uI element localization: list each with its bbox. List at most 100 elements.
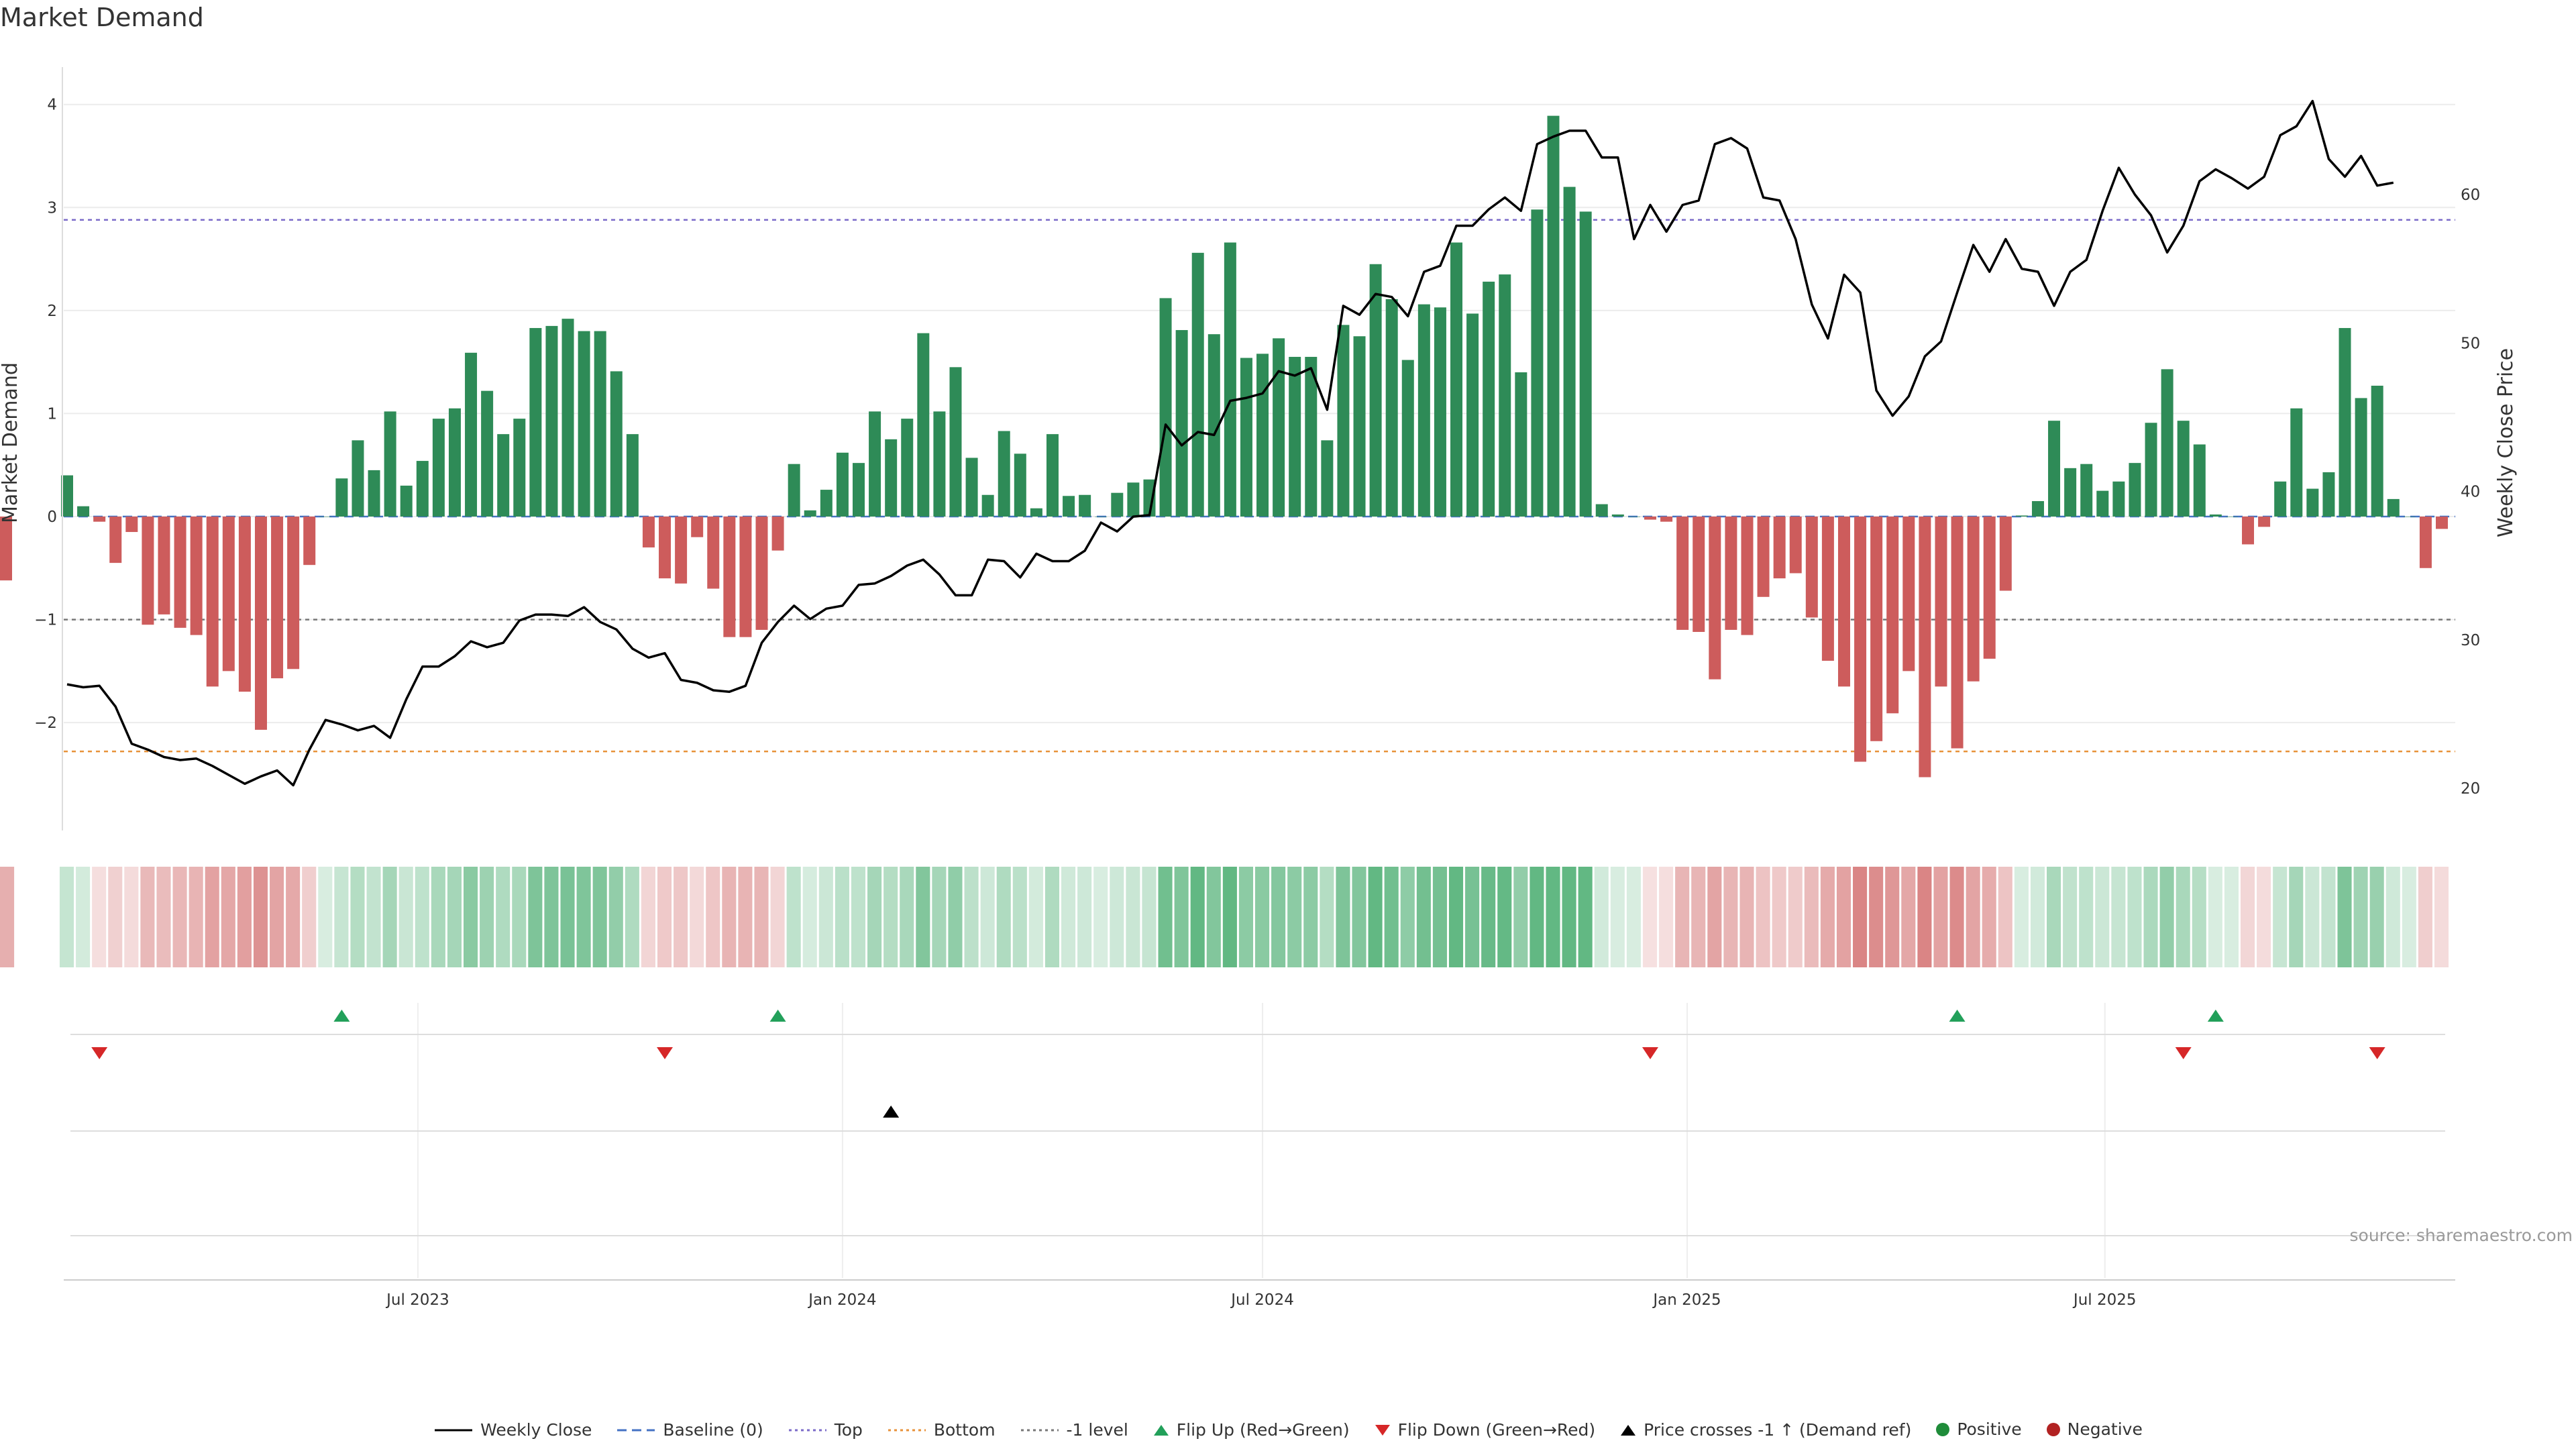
heat-cell <box>1626 867 1641 967</box>
demand-bar <box>1547 115 1560 517</box>
heat-cell <box>140 867 155 967</box>
heat-cell <box>1287 867 1302 967</box>
flip-down-marker <box>2369 1047 2385 1059</box>
triangle-up-icon <box>1621 1424 1636 1436</box>
heat-cell <box>738 867 753 967</box>
legend-label: Bottom <box>933 1420 996 1440</box>
y2-tick-label: 20 <box>2461 780 2480 798</box>
demand-bar <box>691 517 704 537</box>
heat-cell <box>221 867 235 967</box>
flip-down-marker <box>91 1047 108 1059</box>
heat-cell <box>286 867 301 967</box>
demand-bar <box>174 517 186 628</box>
demand-bar <box>1644 517 1656 520</box>
y-tick-label: −1 <box>34 612 57 629</box>
heat-cell <box>1158 867 1173 967</box>
heat-cell <box>528 867 543 967</box>
demand-bar <box>271 517 284 679</box>
heat-cell <box>2305 867 2320 967</box>
demand-bar <box>1563 186 1576 517</box>
heat-cell <box>2224 867 2239 967</box>
demand-bar <box>2242 517 2255 545</box>
heat-cell <box>1756 867 1770 967</box>
demand-bar <box>465 352 478 517</box>
heat-cell <box>1465 867 1480 967</box>
demand-bar <box>1805 517 1818 618</box>
demand-bar <box>1224 242 1236 517</box>
demand-bar <box>933 411 946 517</box>
demand-bar <box>1434 307 1446 517</box>
demand-bar <box>2339 327 2351 517</box>
heat-cell <box>592 867 607 967</box>
heat-cell <box>1836 867 1851 967</box>
y-tick-label: 3 <box>47 199 57 217</box>
demand-bar <box>513 419 526 517</box>
demand-bar <box>2209 514 2222 517</box>
price-cross-marker <box>883 1106 900 1118</box>
heat-cell <box>1238 867 1253 967</box>
demand-bar <box>125 517 138 533</box>
demand-bar <box>2355 398 2367 517</box>
heat-cell <box>674 867 688 967</box>
heat-cell <box>2063 867 2078 967</box>
demand-bar <box>1305 356 1318 517</box>
legend-price-cross: Price crosses -1 ↑ (Demand ref) <box>1619 1420 1911 1440</box>
heat-cell <box>1772 867 1786 967</box>
heat-cell <box>1707 867 1722 967</box>
heat-cell <box>2321 867 2336 967</box>
demand-bar <box>610 371 623 517</box>
demand-bar <box>1466 313 1479 517</box>
demand-bar <box>1289 356 1301 517</box>
demand-bar <box>2177 421 2190 517</box>
legend-negative: Negative <box>2046 1419 2143 1439</box>
demand-bar <box>1967 517 1980 682</box>
demand-bar <box>222 517 235 672</box>
heat-cell <box>2030 867 2045 967</box>
heat-cell <box>1982 867 1996 967</box>
demand-bar <box>2112 481 2125 517</box>
source-credit: source: sharemaestro.com <box>2350 1226 2573 1245</box>
demand-bar <box>1273 338 1285 517</box>
heat-cell <box>1190 867 1205 967</box>
demand-bar <box>158 517 170 614</box>
market-demand-chart: 4 3 2 1 0 −1 −2 60 50 40 30 20 Jul 2023 Jan 2024 Jul 2… <box>0 67 2573 1309</box>
heat-cell <box>1320 867 1334 967</box>
demand-bar <box>2064 468 2077 517</box>
heat-cell <box>641 867 655 967</box>
demand-bar <box>594 331 606 517</box>
legend-label: Baseline (0) <box>663 1420 763 1440</box>
heat-cell <box>2337 867 2352 967</box>
heat-cell <box>334 867 349 967</box>
heat-cell <box>205 867 219 967</box>
heat-cell <box>2079 867 2094 967</box>
heat-cell <box>156 867 171 967</box>
heat-cell <box>1642 867 1658 967</box>
heat-cell <box>1303 867 1318 967</box>
demand-bar <box>2436 517 2448 529</box>
demand-bar <box>529 327 542 517</box>
heat-cell <box>1513 867 1528 967</box>
heat-cell <box>964 867 979 967</box>
heat-cell <box>480 867 494 967</box>
demand-bar <box>2322 472 2335 517</box>
demand-bar <box>755 517 768 630</box>
triangle-up-icon <box>1153 1424 1169 1436</box>
dotted-line-icon <box>1020 1429 1059 1431</box>
demand-bar <box>869 411 881 517</box>
heat-cell <box>1546 867 1560 967</box>
demand-bar <box>1531 209 1544 517</box>
heat-cell <box>1562 867 1576 967</box>
heat-cell <box>1691 867 1706 967</box>
heat-cell <box>2369 867 2384 967</box>
heat-cell <box>2014 867 2029 967</box>
heat-cell <box>867 867 882 967</box>
demand-bar <box>2080 464 2093 517</box>
demand-bar <box>1321 440 1334 517</box>
legend-label: Weekly Close <box>480 1420 592 1440</box>
demand-bar <box>190 517 203 635</box>
demand-bar <box>771 517 784 551</box>
heat-cell <box>1675 867 1690 967</box>
heat-cell <box>398 867 413 967</box>
legend-label: Flip Down (Green→Red) <box>1397 1420 1596 1440</box>
demand-bar <box>1709 517 1721 680</box>
